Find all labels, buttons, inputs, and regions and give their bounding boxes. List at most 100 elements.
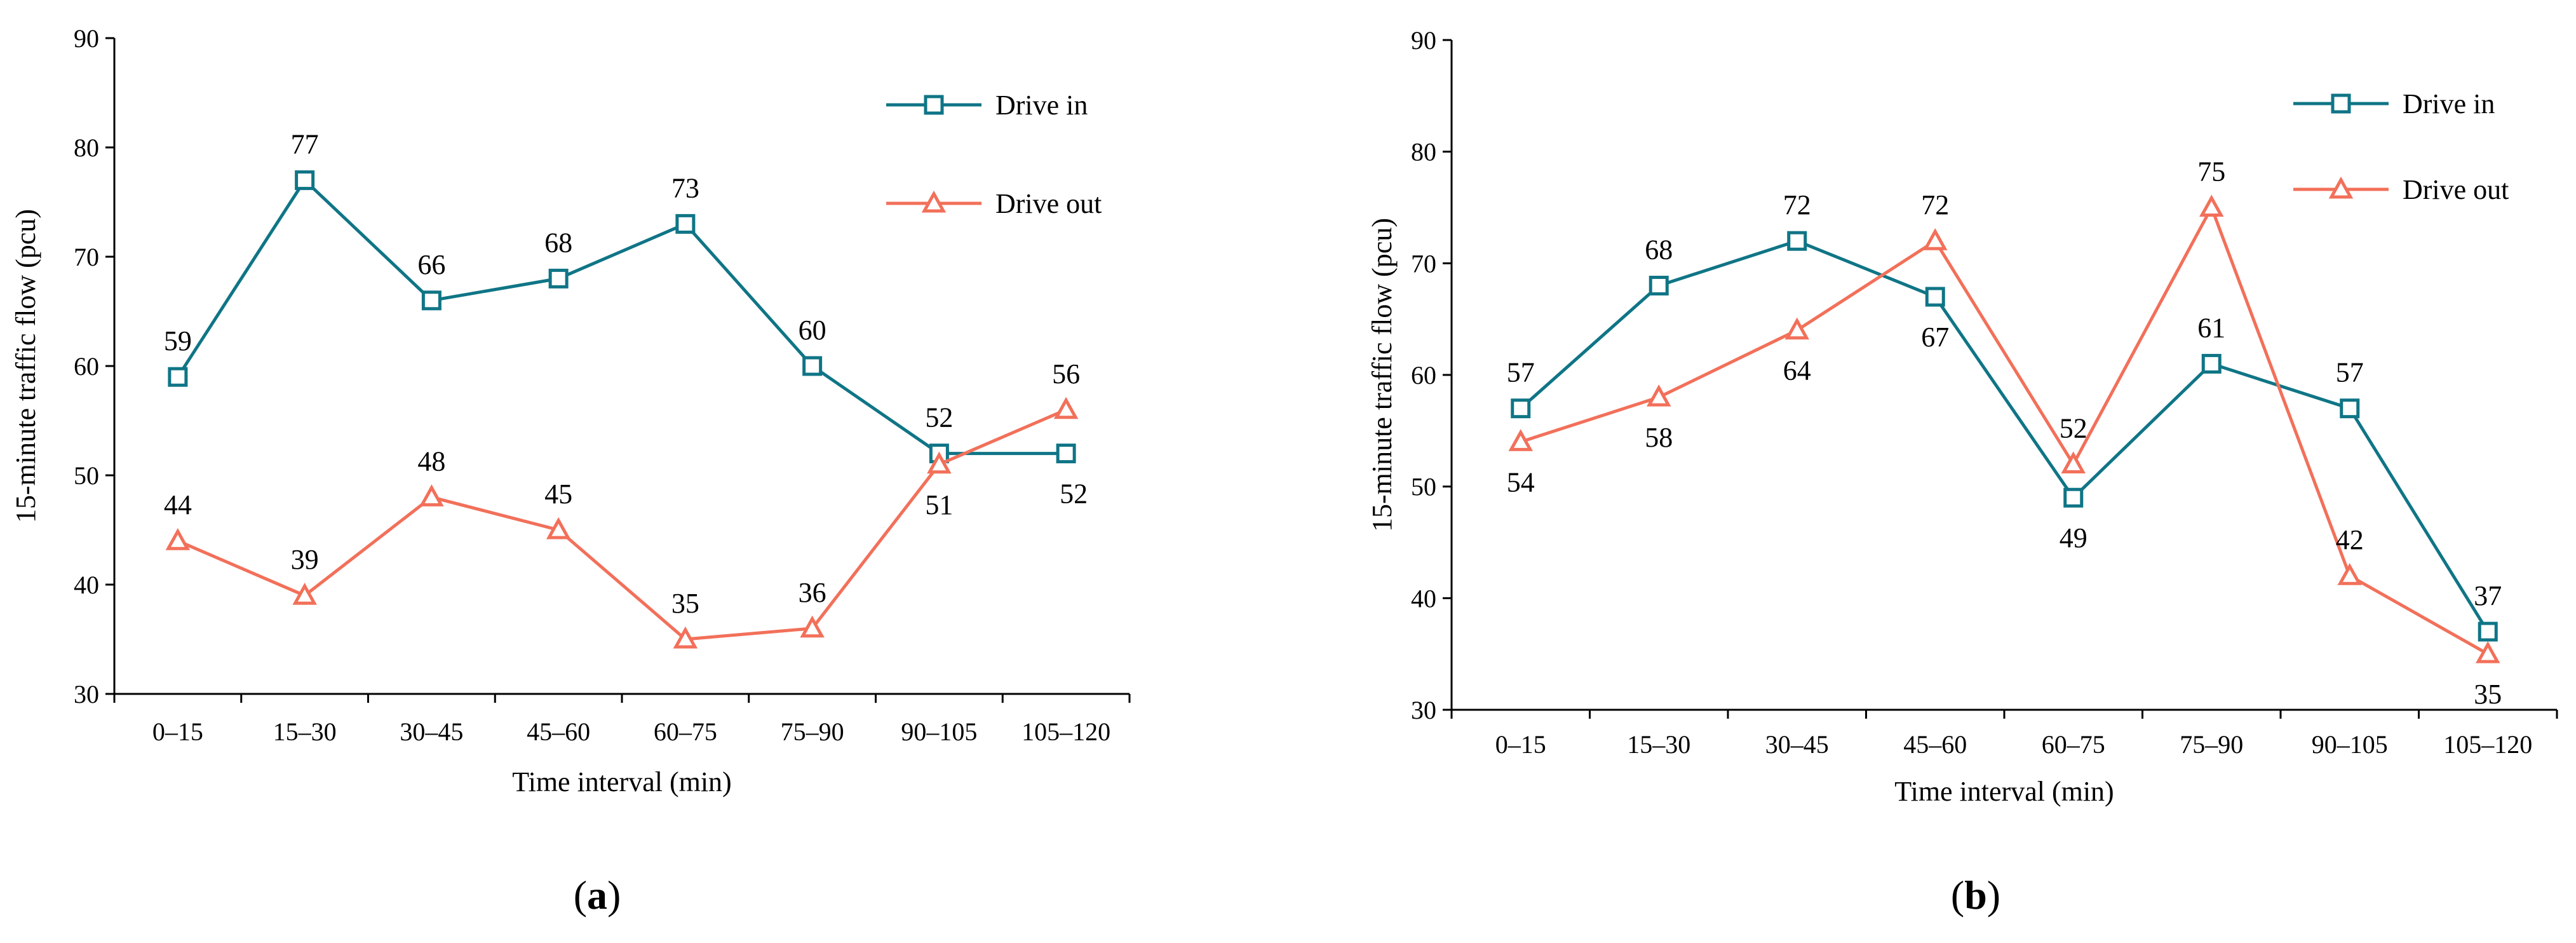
data-label: 56: [1052, 358, 1080, 390]
series-line: [1520, 239, 2490, 633]
data-point: [1508, 429, 1533, 451]
data-label: 57: [1507, 357, 1535, 388]
y-tick-label: 60: [1411, 361, 1436, 390]
x-tick-label: 30–45: [1765, 730, 1829, 759]
data-label: 64: [1783, 355, 1811, 386]
y-tick-label: 90: [1411, 26, 1436, 55]
panel-caption: (b): [1951, 872, 2000, 918]
data-label: 77: [291, 129, 319, 160]
data-label: 39: [291, 544, 319, 575]
data-label: 36: [799, 577, 826, 608]
data-point: [2201, 353, 2222, 374]
y-tick-label: 70: [1411, 249, 1436, 278]
data-label: 52: [1060, 478, 1088, 510]
data-point: [295, 170, 315, 191]
caption-letter: b: [1964, 872, 1987, 918]
data-point: [419, 484, 444, 506]
panel-caption: (a): [574, 872, 621, 918]
legend-marker: [2328, 176, 2354, 199]
data-label: 75: [2197, 156, 2225, 187]
y-tick-label: 80: [74, 133, 99, 162]
y-axis-title: 15-minute traffic flow (pcu): [10, 209, 41, 523]
data-point: [292, 583, 317, 605]
data-label: 73: [671, 172, 699, 203]
data-point: [548, 268, 569, 288]
data-point: [1925, 287, 1945, 307]
data-label: 72: [1921, 189, 1949, 220]
data-point: [1787, 231, 1807, 251]
x-tick-label: 105–120: [2443, 730, 2532, 759]
data-label: 66: [417, 249, 445, 280]
x-tick-label: 30–45: [400, 717, 463, 746]
x-tick-label: 0–15: [152, 717, 203, 746]
data-label: 35: [671, 588, 699, 619]
y-axis-title: 15-minute traffic flow (pcu): [1366, 218, 1398, 532]
data-point: [2063, 487, 2084, 508]
data-point: [546, 517, 571, 539]
caption-letter: a: [587, 872, 607, 918]
data-label: 48: [417, 445, 445, 477]
x-tick-label: 60–75: [654, 717, 717, 746]
y-tick-label: 40: [1411, 584, 1436, 613]
data-point: [2337, 563, 2362, 585]
x-tick-label: 60–75: [2042, 730, 2105, 759]
data-label: 68: [1645, 234, 1673, 265]
data-point: [2476, 641, 2500, 663]
series-line: [176, 177, 1067, 456]
legend-label: Drive out: [995, 188, 1102, 219]
data-label: 45: [544, 478, 572, 510]
y-tick-label: 40: [74, 571, 99, 599]
data-label: 52: [925, 402, 953, 433]
data-label: 37: [2474, 580, 2502, 611]
x-tick-label: 15–30: [273, 717, 337, 746]
series-line: [1520, 203, 2489, 656]
data-point: [1649, 275, 1669, 295]
x-axis-title: Time interval (min): [512, 766, 731, 797]
x-tick-label: 90–105: [901, 717, 977, 746]
x-tick-label: 45–60: [1903, 730, 1967, 759]
legend-label: Drive in: [995, 90, 1088, 121]
y-tick-label: 70: [74, 243, 99, 271]
y-tick-label: 80: [1411, 138, 1436, 166]
x-tick-label: 45–60: [527, 717, 590, 746]
x-tick-label: 105–120: [1022, 717, 1110, 746]
caption-open-paren: (: [1951, 872, 1964, 918]
data-label: 52: [2060, 413, 2087, 444]
y-tick-label: 30: [1411, 696, 1436, 724]
data-label: 51: [925, 489, 953, 520]
data-point: [1923, 228, 1948, 250]
series-line: [177, 408, 1067, 641]
data-label: 67: [1921, 322, 1949, 353]
legend-marker: [924, 95, 944, 115]
x-tick-label: 15–30: [1627, 730, 1690, 759]
data-point: [2340, 398, 2360, 419]
data-point: [1647, 384, 1671, 407]
data-point: [1784, 317, 1809, 340]
y-tick-label: 50: [74, 461, 99, 490]
data-label: 58: [1645, 422, 1673, 453]
y-tick-label: 30: [74, 680, 99, 709]
data-point: [802, 356, 823, 376]
data-point: [168, 367, 188, 387]
data-label: 59: [164, 325, 192, 356]
data-point: [1053, 397, 1079, 419]
data-label: 61: [2197, 312, 2225, 343]
data-label: 42: [2336, 524, 2364, 555]
y-tick-label: 60: [74, 352, 99, 381]
chart-panel-a: 30 40 50 60 70 80 90 0–15 15–30 30–45 45–60 60–75 75…: [10, 24, 1131, 918]
legend-marker: [921, 190, 947, 213]
data-point: [1511, 398, 1531, 419]
data-point: [927, 451, 952, 474]
data-point: [1056, 444, 1076, 464]
x-axis-title: Time interval (min): [1894, 776, 2114, 807]
caption-open-paren: (: [574, 872, 587, 918]
data-point: [421, 290, 442, 311]
data-point: [2478, 621, 2498, 642]
data-point: [673, 626, 698, 649]
data-label: 44: [164, 489, 192, 520]
caption-close-paren: ): [1987, 872, 2000, 918]
caption-close-paren: ): [607, 872, 621, 918]
y-tick-label: 90: [74, 24, 99, 53]
data-label: 54: [1507, 466, 1535, 498]
